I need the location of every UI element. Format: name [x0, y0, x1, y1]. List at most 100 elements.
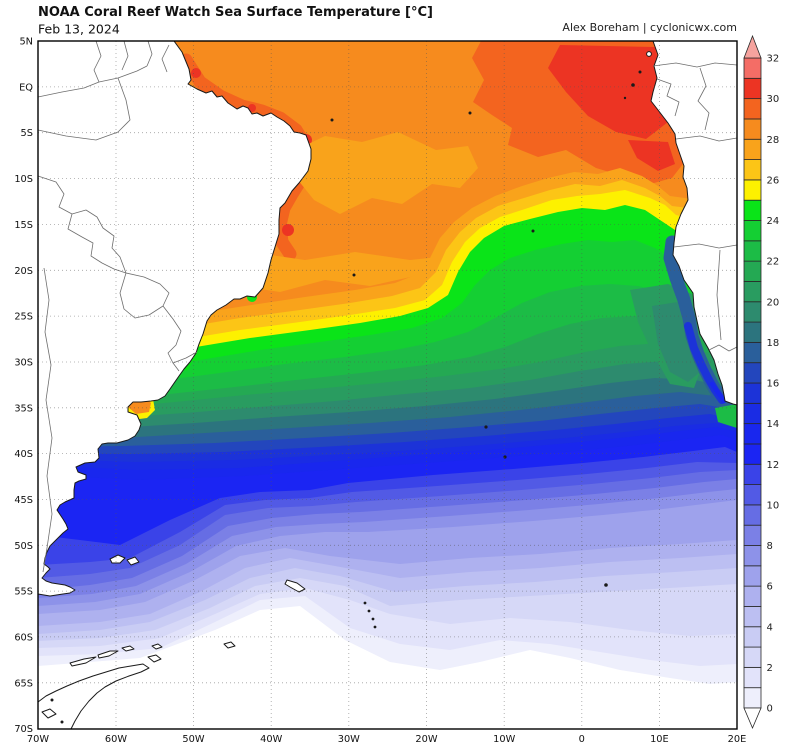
colorbar-segment	[743, 565, 762, 587]
colorbar-tick: 16	[767, 379, 780, 390]
lat-label: 5S	[21, 128, 33, 139]
lat-label: 10S	[14, 174, 33, 185]
lat-label: EQ	[19, 82, 33, 93]
land-africa	[650, 40, 738, 406]
land-falkland-west	[109, 554, 126, 564]
colorbar-tick: 10	[767, 500, 780, 511]
lat-label: 45S	[14, 495, 33, 506]
colorbar-segment	[743, 585, 762, 607]
colorbar-tick: 32	[767, 54, 780, 65]
land-antarctic-peninsula	[37, 663, 150, 730]
sst-red-spot	[191, 68, 201, 78]
colorbar-labels: 32 30 28 26 24 22 20 18 16 14 12 10 8 6 …	[767, 54, 780, 715]
sst-red-spot	[248, 104, 256, 112]
lon-label: 70W	[27, 734, 49, 745]
island-trindade	[352, 273, 356, 277]
land-south-shetlands	[121, 645, 135, 652]
colorbar-tick: 28	[767, 135, 780, 146]
sst-patch-27	[298, 132, 478, 214]
colorbar-segment	[743, 402, 762, 425]
colorbar-tick: 24	[767, 216, 780, 227]
lat-label: 25S	[14, 312, 33, 323]
island-principe	[638, 70, 642, 74]
colorbar-tick: 14	[767, 419, 780, 430]
land-falkland-east	[126, 556, 140, 566]
colorbar-segment	[743, 57, 762, 79]
colorbar-segment	[743, 606, 762, 628]
island-dot	[50, 698, 54, 702]
colorbar-segment	[743, 179, 762, 201]
lat-label: 40S	[14, 449, 33, 460]
island-annobon	[623, 96, 627, 100]
colorbar-segment	[743, 484, 762, 506]
island-sandwich	[367, 609, 371, 613]
sst-red-core2	[628, 140, 675, 171]
colorbar-segment	[743, 138, 762, 160]
land-elephant-island	[147, 654, 162, 663]
lon-axis-labels: 70W 60W 50W 40W 30W 20W 10W 0 10E 20E	[27, 734, 746, 745]
colorbar-segment	[743, 240, 762, 262]
colorbar-tick: 18	[767, 338, 780, 349]
lon-label: 20W	[415, 734, 437, 745]
colorbar-tick: 12	[767, 460, 780, 471]
colorbar-tick: 6	[767, 582, 773, 593]
colorbar-segment	[743, 504, 762, 526]
lon-label: 0	[579, 734, 585, 745]
land-island	[41, 708, 57, 719]
colorbar-segment	[743, 443, 762, 465]
map-date: Feb 13, 2024	[38, 22, 120, 37]
colorbar-segment	[743, 321, 762, 343]
colorbar-segment	[743, 260, 762, 282]
colorbar-arrow-top	[743, 34, 762, 59]
colorbar-tick: 4	[767, 622, 773, 633]
colorbar-segment	[743, 281, 762, 303]
credit-text: Alex Boreham | cyclonicwx.com	[562, 21, 737, 34]
colorbar-segment	[743, 199, 762, 221]
colorbar-segment	[743, 159, 762, 181]
colorbar-segment	[743, 341, 762, 364]
graticule	[38, 41, 737, 729]
colorbar-segment	[743, 646, 762, 668]
colorbar-arrow-bottom	[743, 707, 762, 730]
colorbar-segment	[743, 687, 762, 709]
land-south-orkney	[223, 641, 236, 649]
lat-label: 30S	[14, 358, 33, 369]
colorbar-segment	[743, 118, 762, 140]
lat-label: 15S	[14, 220, 33, 231]
island-ascension	[468, 111, 472, 115]
land-south-georgia	[284, 579, 306, 593]
lon-label: 20E	[728, 734, 747, 745]
header: NOAA Coral Reef Watch Sea Surface Temper…	[38, 5, 737, 37]
colorbar-segment	[743, 423, 762, 445]
colorbar-tick: 22	[767, 257, 780, 268]
island-sao-tome	[631, 83, 635, 87]
colorbar-segments	[743, 57, 762, 709]
lon-label: 50W	[182, 734, 204, 745]
sst-agulhas-green	[715, 404, 737, 428]
colorbar-segment	[743, 666, 762, 689]
island-sandwich	[373, 625, 377, 629]
colorbar-segment	[743, 220, 762, 242]
land	[37, 40, 738, 730]
lon-label: 10W	[493, 734, 515, 745]
colorbar-segment	[743, 524, 762, 546]
colorbar-segment	[743, 463, 762, 485]
lat-label: 65S	[14, 678, 33, 689]
colorbar-tick: 20	[767, 297, 780, 308]
lat-axis-labels: 5N EQ 5S 10S 15S 20S 25S 30S 35S 40S 45S…	[14, 37, 33, 736]
lat-label: 5N	[19, 37, 33, 48]
island-sandwich	[363, 601, 367, 605]
colorbar-segment	[743, 98, 762, 120]
lat-label: 50S	[14, 541, 33, 552]
page-title: NOAA Coral Reef Watch Sea Surface Temper…	[38, 5, 433, 20]
colorbar-tick: 26	[767, 175, 780, 186]
lon-label: 40W	[260, 734, 282, 745]
lat-label: 60S	[14, 633, 33, 644]
colorbar-segment	[743, 545, 762, 567]
island-bouvet	[604, 583, 608, 587]
island-tristan	[484, 425, 488, 429]
lon-label: 10E	[650, 734, 669, 745]
lat-label: 55S	[14, 587, 33, 598]
land-south-shetlands	[97, 650, 119, 659]
